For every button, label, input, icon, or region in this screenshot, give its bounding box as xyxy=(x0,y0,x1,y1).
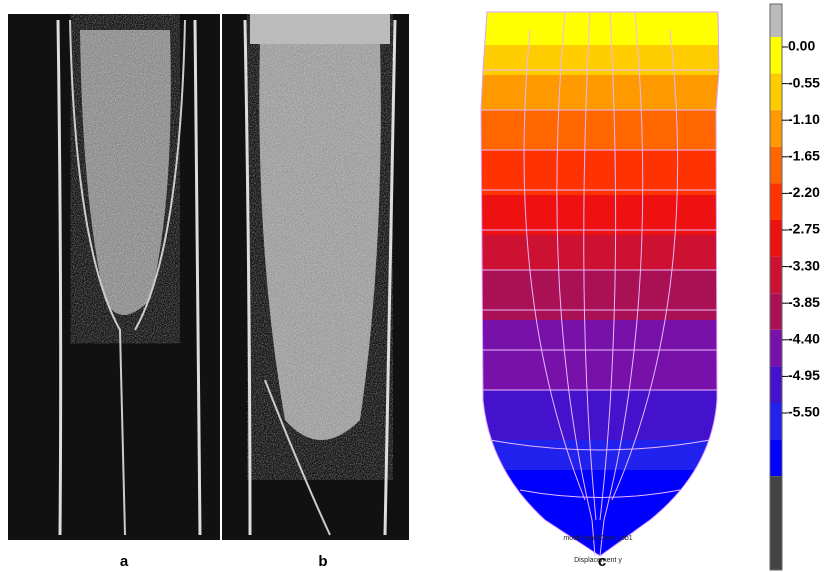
contour-band xyxy=(481,45,719,76)
legend: 0.00 -0.55 -1.10 -1.65 -2.20 -2.75 -3.30 -3.85 -… xyxy=(769,3,820,571)
legend-swatch xyxy=(770,146,782,184)
legend-swatch xyxy=(770,439,782,477)
legend-label: -4.95 xyxy=(788,367,820,383)
contour-band xyxy=(481,470,719,556)
fem-footer: model teat90mm_job1 xyxy=(563,535,632,542)
contour-band xyxy=(481,195,719,236)
contour-band xyxy=(481,75,719,111)
legend-label: -2.75 xyxy=(788,221,820,237)
legend-swatch xyxy=(770,403,782,440)
legend-swatch xyxy=(770,476,782,570)
contour-band xyxy=(481,150,719,196)
fem-contours xyxy=(481,12,719,556)
contour-band xyxy=(481,235,719,271)
photo-b xyxy=(223,14,409,540)
panel-label: a xyxy=(120,553,129,570)
legend-label: -3.30 xyxy=(788,257,820,273)
legend-label: -5.50 xyxy=(788,404,820,420)
legend-label: -4.40 xyxy=(788,331,820,347)
legend-swatch xyxy=(770,293,782,330)
contour-band xyxy=(481,12,719,46)
legend-swatch xyxy=(770,4,782,37)
contour-band xyxy=(481,390,719,441)
contour-band xyxy=(481,270,719,321)
legend-swatch xyxy=(770,183,782,220)
legend-label: -0.55 xyxy=(788,74,820,90)
fem-mesh xyxy=(480,11,720,557)
panel-label: c xyxy=(598,553,606,570)
legend-swatch xyxy=(770,329,782,367)
contour-band xyxy=(481,110,719,151)
legend-swatch xyxy=(770,220,782,257)
legend-swatch xyxy=(770,256,782,294)
legend-label: -3.85 xyxy=(788,294,820,310)
contour-band xyxy=(481,320,719,391)
legend-label: -2.20 xyxy=(788,184,820,200)
photo-a xyxy=(8,14,223,540)
panel-label: b xyxy=(318,553,327,570)
legend-swatch xyxy=(770,37,782,74)
legend-label: -1.65 xyxy=(788,148,820,164)
contour-band xyxy=(481,440,719,471)
legend-swatch xyxy=(770,366,782,403)
fem-quantity: Displacement y xyxy=(574,557,622,564)
legend-frame xyxy=(769,3,783,571)
legend-label: -1.10 xyxy=(788,111,820,127)
legend-swatch xyxy=(770,73,782,111)
legend-swatch xyxy=(770,110,782,147)
legend-label: 0.00 xyxy=(788,38,815,54)
